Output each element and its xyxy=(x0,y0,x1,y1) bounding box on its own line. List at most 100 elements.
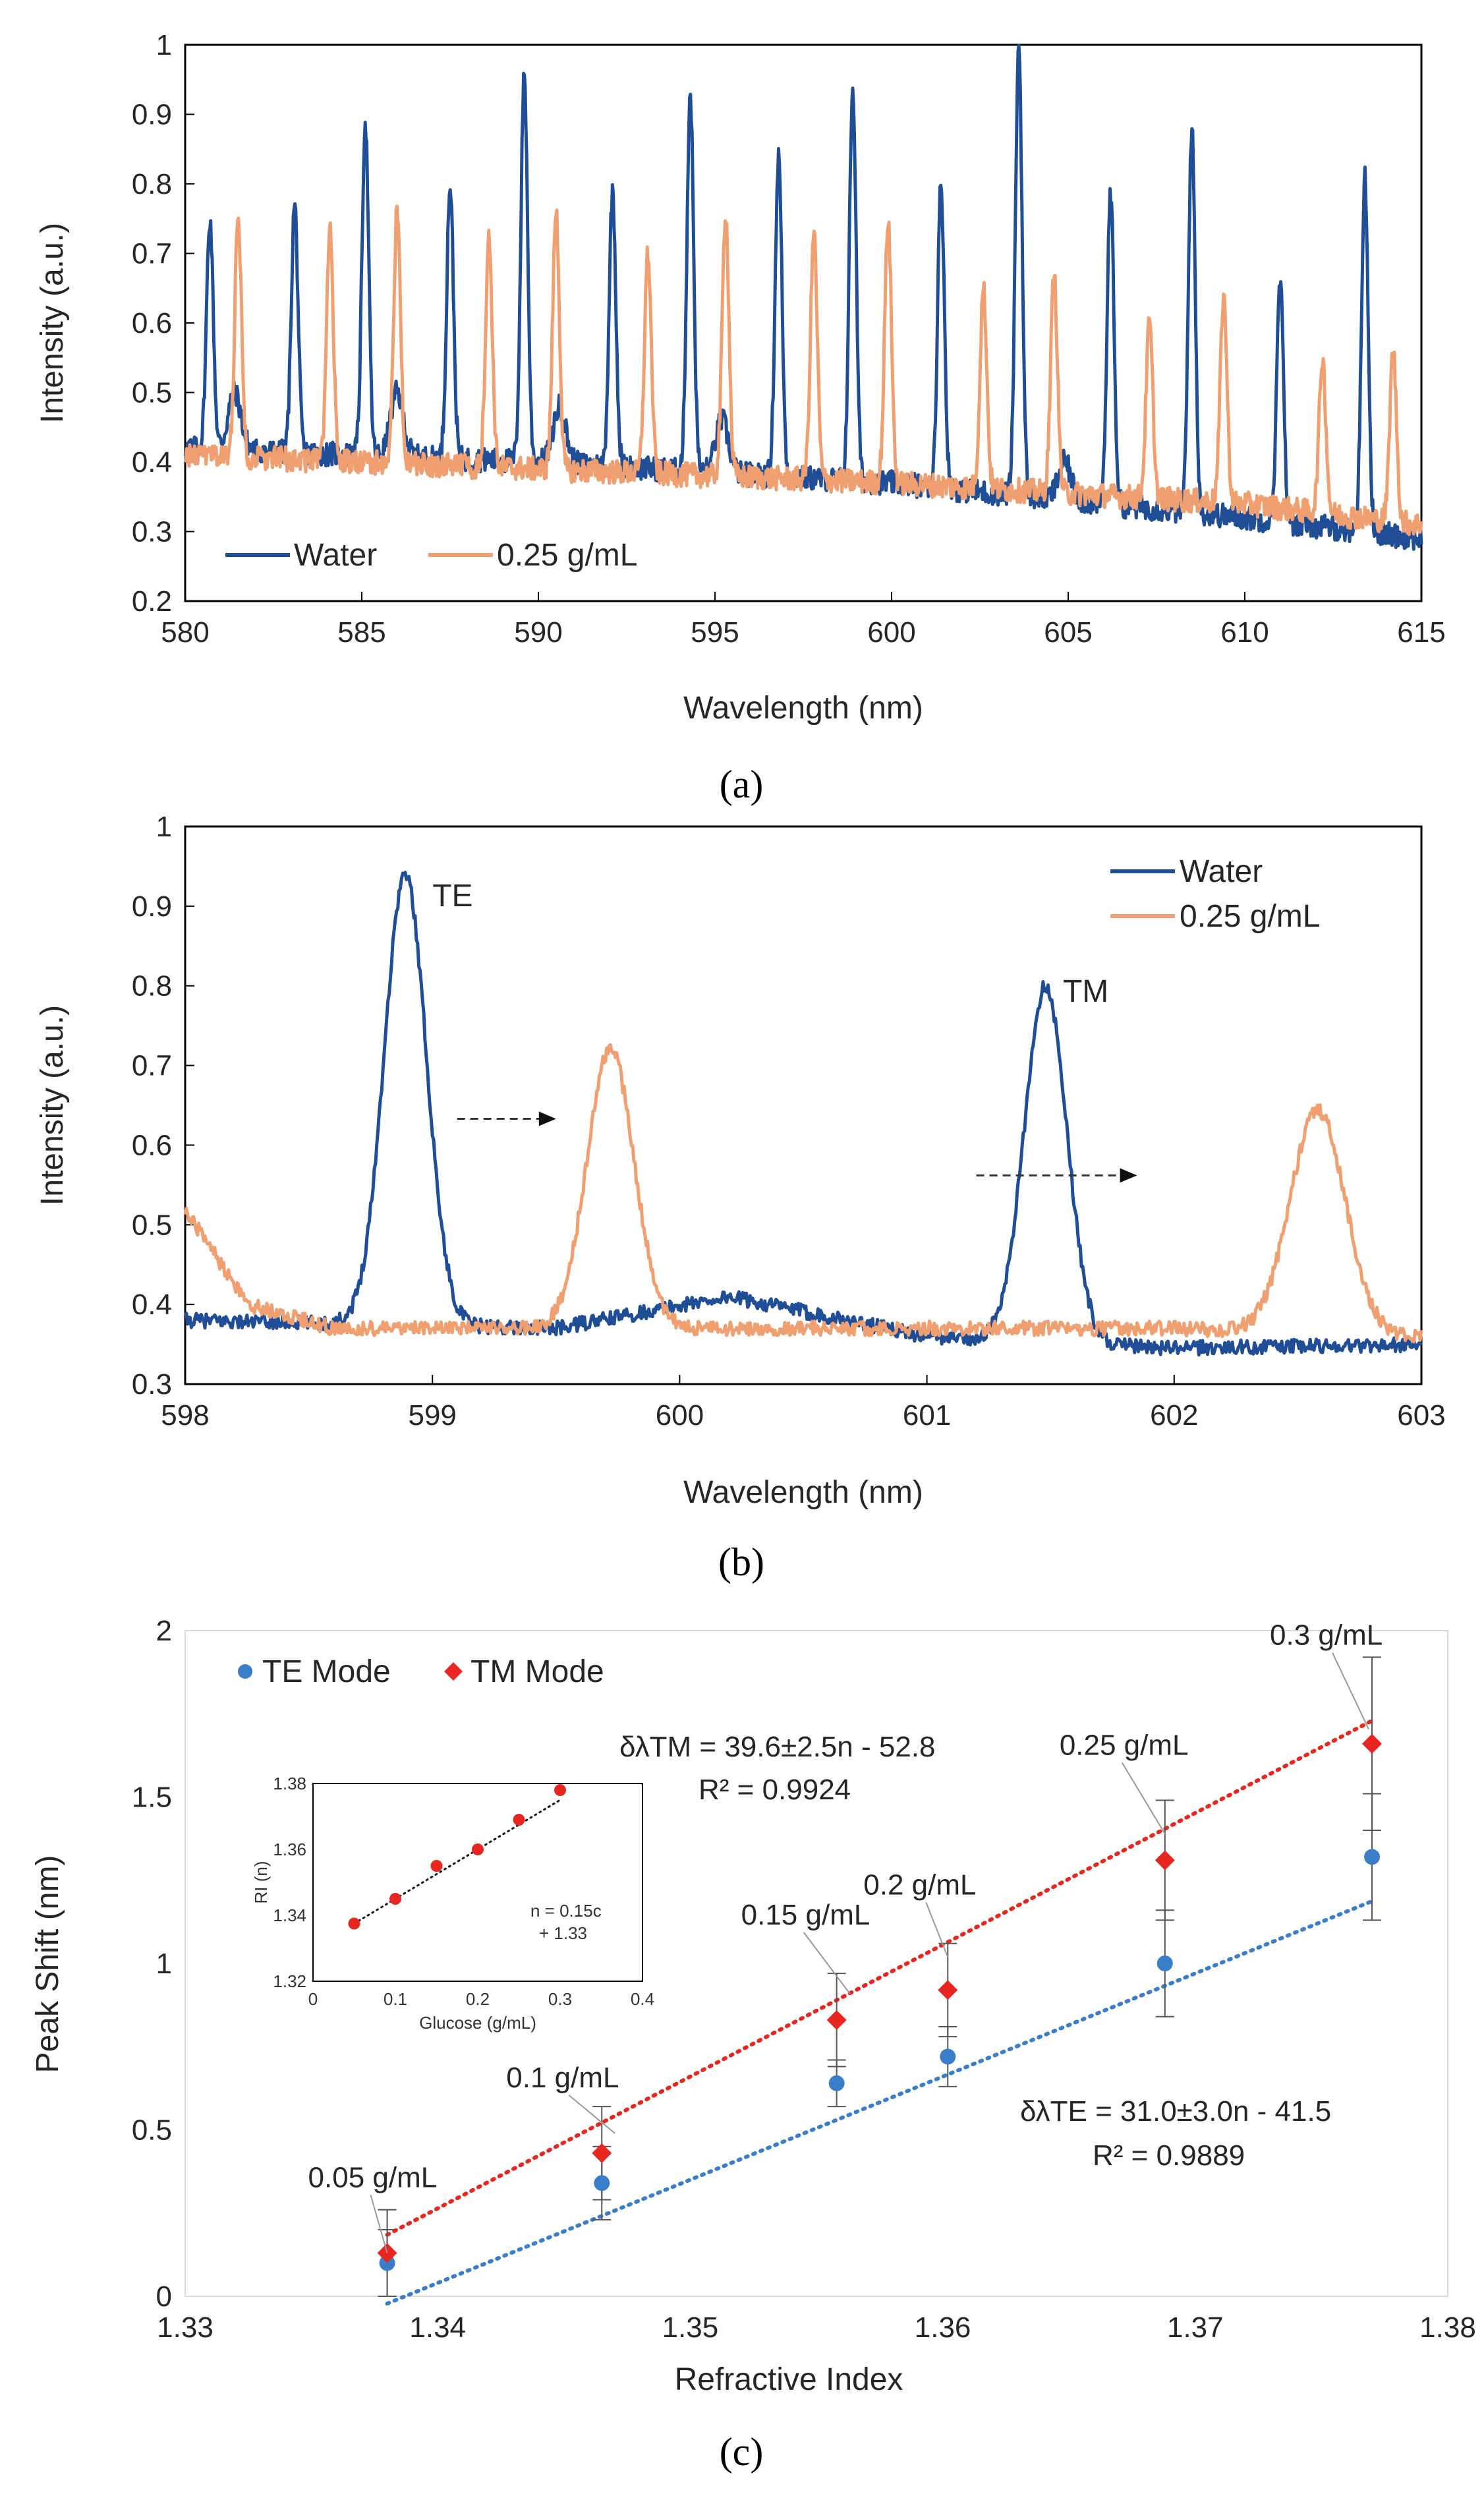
chart-a-x-tick: 605 xyxy=(1044,616,1092,649)
chart-c-inset-x-ticks: 0 0.1 0.2 0.3 0.4 xyxy=(308,1989,654,2009)
chart-b-legend: Water 0.25 g/mL xyxy=(1110,854,1320,934)
chart-c-inset-y-tick: 1.34 xyxy=(273,1905,306,1925)
chart-c-inset-y-tick: 1.32 xyxy=(273,1971,306,1991)
chart-b-y-tick: 0.7 xyxy=(132,1050,172,1082)
chart-c-x-tick: 1.34 xyxy=(409,2311,466,2344)
chart-c-inset-x-tick: 0.2 xyxy=(466,1989,490,2009)
chart-c-x-tick: 1.35 xyxy=(662,2311,719,2344)
chart-c-point-label: 0.1 g/mL xyxy=(506,2062,619,2094)
chart-c-x-tick: 1.33 xyxy=(157,2311,214,2344)
chart-a-y-tick: 0.3 xyxy=(132,516,172,548)
chart-c-x-tick: 1.37 xyxy=(1167,2311,1224,2344)
chart-c-inset-y-tick: 1.36 xyxy=(273,1840,306,1859)
chart-b-y-tick: 0.8 xyxy=(132,970,172,1002)
chart-c-y-tick: 1 xyxy=(156,1948,172,1980)
chart-b-x-tick: 602 xyxy=(1150,1399,1198,1432)
chart-c-tm-r2: R² = 0.9924 xyxy=(699,1774,851,1806)
chart-b-x-tick: 601 xyxy=(903,1399,951,1432)
chart-b-annotations: TE TM xyxy=(432,879,1108,1009)
chart-a-legend: Water 0.25 g/mL xyxy=(225,538,637,573)
chart-a-y-tick: 0.6 xyxy=(132,307,172,339)
chart-a-series-glucose-line xyxy=(183,204,1423,536)
chart-c-x-tick: 1.38 xyxy=(1419,2311,1476,2344)
chart-c-inset-series xyxy=(348,1784,566,1930)
chart-c-tm-fit-line xyxy=(385,1718,1375,2237)
chart-c-x-label: Refractive Index xyxy=(675,2362,903,2397)
chart-c-te-point xyxy=(828,2075,845,2091)
chart-c-point-label-leader xyxy=(370,2195,388,2253)
chart-b-x-label: Wavelength (nm) xyxy=(683,1475,923,1510)
chart-c-y-ticks: 0 0.5 1 1.5 2 xyxy=(132,1615,172,2313)
chart-c-inset-point xyxy=(554,1784,566,1796)
chart-b-legend-water: Water xyxy=(1180,854,1263,889)
chart-a-x-tick: 595 xyxy=(691,616,739,649)
chart-c-y-tick: 0 xyxy=(156,2280,172,2313)
chart-b-y-ticks: 0.3 0.4 0.5 0.6 0.7 0.8 0.9 1 xyxy=(132,811,194,1401)
chart-a-x-tick: 585 xyxy=(337,616,385,649)
chart-c-point-label: 0.2 g/mL xyxy=(863,1869,976,1901)
chart-c-inset-x-tick: 0.1 xyxy=(384,1989,407,2009)
chart-b-plot-area xyxy=(184,825,1423,1385)
chart-b-y-tick: 0.3 xyxy=(132,1368,172,1401)
chart-c-te-point xyxy=(1364,1849,1381,1865)
chart-a-x-tick: 610 xyxy=(1220,616,1269,649)
chart-c-legend-tm-marker xyxy=(444,1662,463,1681)
chart-c-inset-point xyxy=(513,1814,525,1826)
chart-c-y-tick: 0.5 xyxy=(132,2114,172,2147)
chart-a-x-label: Wavelength (nm) xyxy=(683,691,923,726)
chart-c-x-ticks: 1.33 1.34 1.35 1.36 1.37 1.38 xyxy=(157,2311,1476,2344)
chart-b: 0.3 0.4 0.5 0.6 0.7 0.8 0.9 1 598 599 600 601 602 60… xyxy=(35,811,1446,1584)
chart-a-x-ticks: 580 585 590 595 600 605 610 615 xyxy=(161,592,1446,649)
chart-a-legend-water: Water xyxy=(294,538,377,573)
chart-c-caption: (c) xyxy=(720,2430,764,2474)
chart-a-y-ticks: 0.2 0.3 0.4 0.5 0.6 0.7 0.8 0.9 1 xyxy=(132,29,194,618)
chart-b-series xyxy=(183,871,1423,1357)
chart-b-annotation-te: TE xyxy=(432,879,472,914)
chart-b-x-tick: 598 xyxy=(161,1399,209,1432)
chart-b-y-tick: 0.4 xyxy=(132,1289,172,1321)
chart-a-x-tick: 615 xyxy=(1397,616,1445,649)
chart-c-y-tick: 2 xyxy=(156,1615,172,1647)
chart-b-y-tick: 1 xyxy=(156,811,172,843)
chart-c-inset-fit-line1: n = 0.15c xyxy=(530,1901,602,1921)
chart-c-point-labels: 0.05 g/mL 0.1 g/mL 0.15 g/mL0.2 g/mL 0.25 g… xyxy=(308,1619,1383,2253)
chart-a-y-tick: 0.8 xyxy=(132,168,172,200)
chart-c-inset-x-label: Glucose (g/mL) xyxy=(419,2013,536,2033)
chart-a-y-tick: 0.7 xyxy=(132,238,172,270)
chart-a-series xyxy=(183,44,1423,551)
chart-a-y-tick: 0.5 xyxy=(132,377,172,409)
chart-c-tm-point xyxy=(592,2143,612,2163)
chart-c-point-label-leader xyxy=(803,1932,851,1994)
chart-c-point-label-leader xyxy=(1332,1652,1369,1730)
chart-c-inset-x-tick: 0.4 xyxy=(631,1989,654,2009)
chart-b-legend-glucose: 0.25 g/mL xyxy=(1180,899,1320,934)
chart-b-y-tick: 0.6 xyxy=(132,1129,172,1161)
chart-c-tm-point xyxy=(1155,1850,1175,1870)
chart-c-inset-point xyxy=(472,1843,484,1855)
chart-c-y-label: Peak Shift (nm) xyxy=(30,1855,65,2074)
chart-c-point-label: 0.15 g/mL xyxy=(741,1899,870,1931)
chart-c-point-label-leader xyxy=(568,2095,615,2134)
chart-a-x-tick: 580 xyxy=(161,616,209,649)
chart-c-te-point xyxy=(594,2175,610,2191)
chart-a-y-tick: 0.4 xyxy=(132,446,172,478)
chart-b-y-tick: 0.5 xyxy=(132,1209,172,1241)
chart-c-point-label: 0.3 g/mL xyxy=(1270,1619,1383,1652)
chart-b-caption: (b) xyxy=(718,1540,764,1584)
chart-c-inset-y-ticks: 1.32 1.34 1.36 1.38 xyxy=(273,1774,306,1991)
chart-b-x-ticks: 598 599 600 601 602 603 xyxy=(161,1375,1446,1432)
chart-b-shift-arrow-head xyxy=(538,1111,556,1126)
chart-b-x-tick: 599 xyxy=(408,1399,456,1432)
chart-c-inset: 1.32 1.34 1.36 1.38 0 0.1 0.2 0.3 0.4 n = 0.15c… xyxy=(251,1774,654,2033)
chart-c-tm-point xyxy=(1362,1733,1383,1754)
chart-c-te-point xyxy=(1156,1956,1173,1971)
chart-a-y-tick: 1 xyxy=(156,29,172,61)
chart-c-te-equation: δλTE = 31.0±3.0n - 41.5 xyxy=(1020,2095,1331,2128)
chart-b-shift-arrows xyxy=(457,1111,1137,1183)
chart-c-tm-point xyxy=(826,2010,847,2030)
chart-a-caption: (a) xyxy=(720,763,764,806)
chart-c-tm-point xyxy=(938,1980,958,2000)
chart-a-legend-glucose: 0.25 g/mL xyxy=(497,538,637,573)
chart-c-tm-equation: δλTM = 39.6±2.5n - 52.8 xyxy=(619,1731,936,1763)
chart-b-x-tick: 600 xyxy=(656,1399,704,1432)
